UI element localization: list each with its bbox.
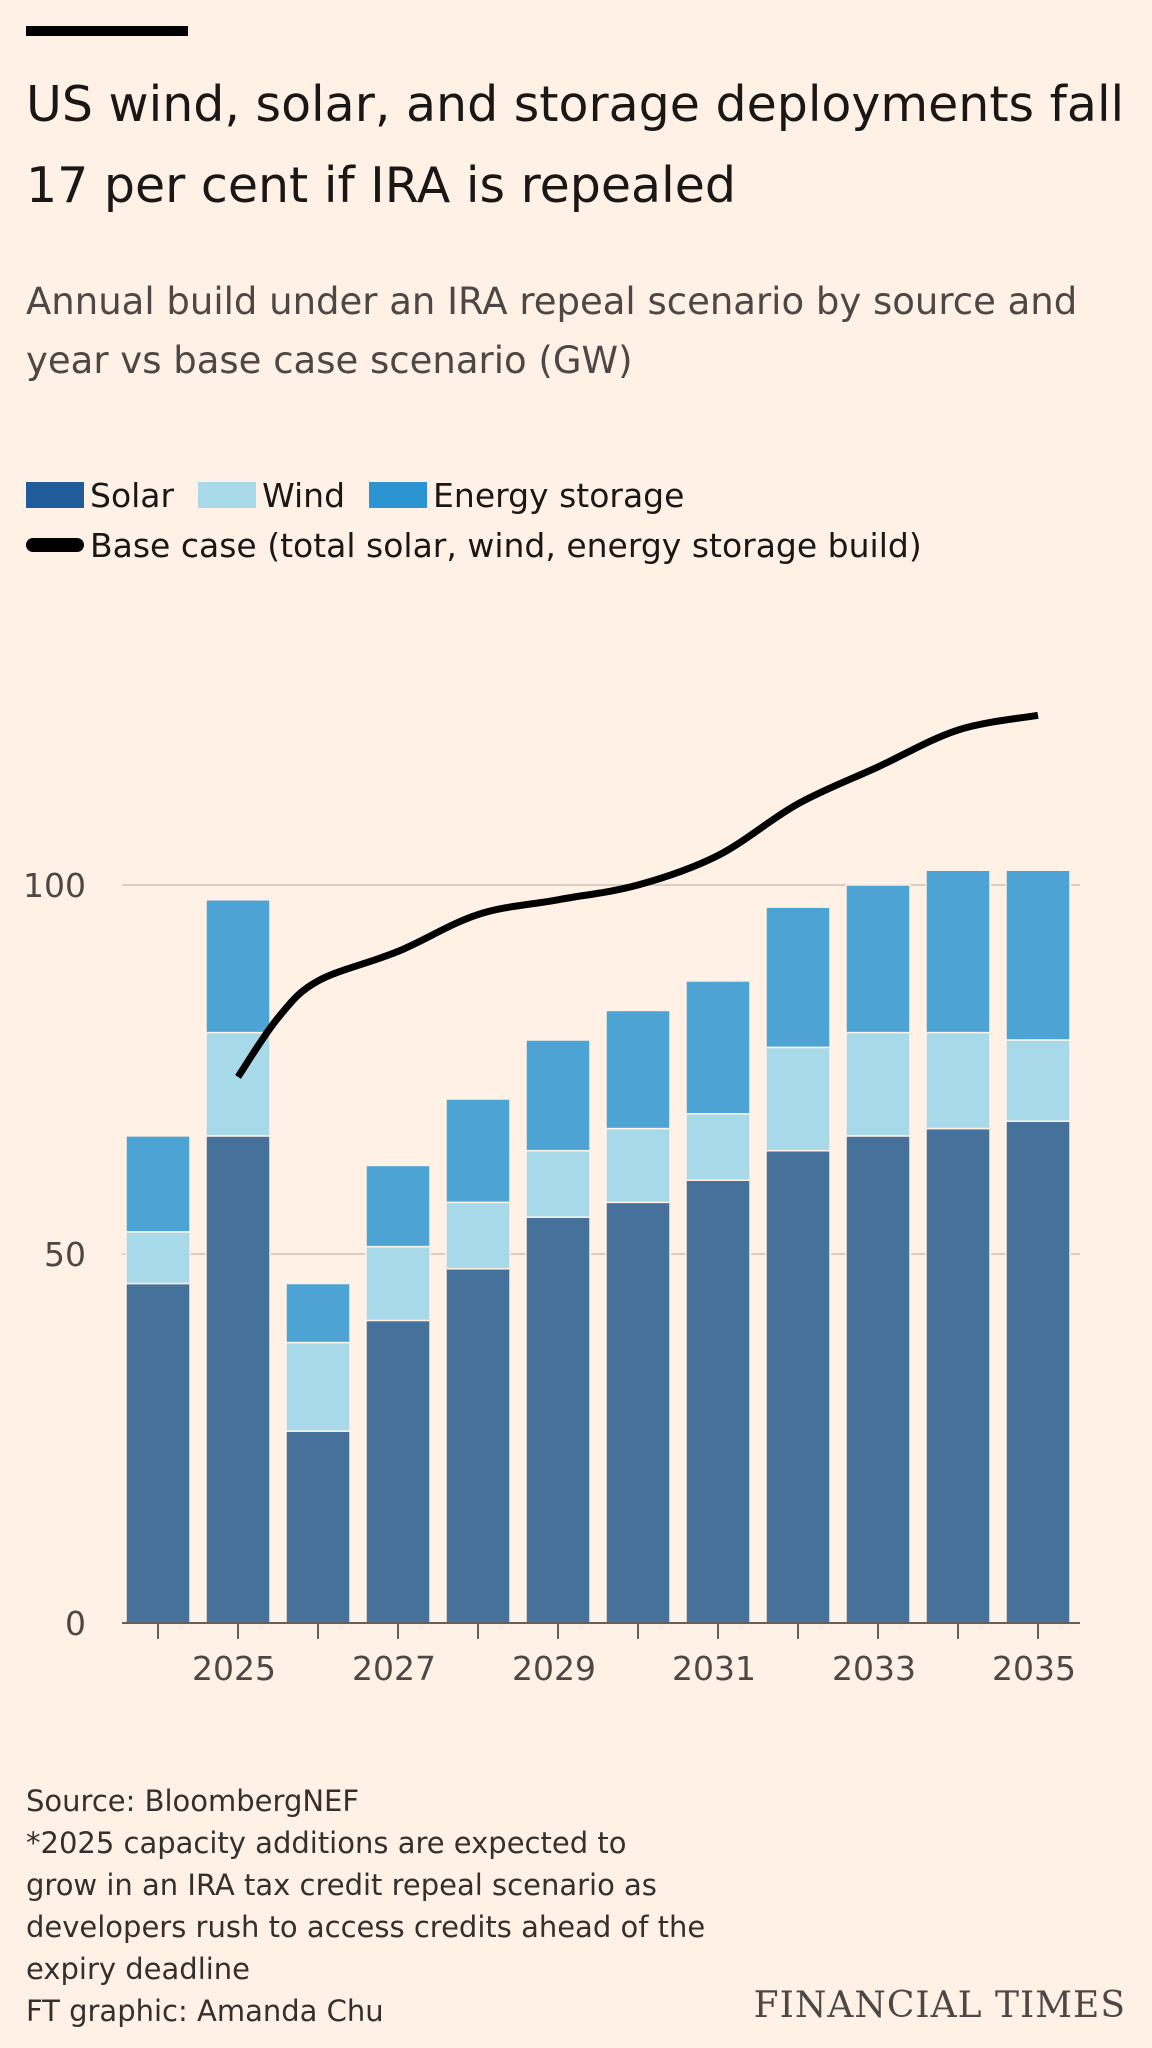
legend-item-wind: Wind <box>198 476 345 515</box>
ft-logo: FINANCIAL TIMES <box>753 1985 1126 2026</box>
bar-energy-storage-2024 <box>125 1135 191 1233</box>
legend-label-storage: Energy storage <box>433 475 685 515</box>
bar-wind-2027 <box>365 1245 431 1322</box>
bar-energy-storage-2033 <box>845 884 911 1034</box>
bar-solar-2024 <box>125 1282 191 1624</box>
y-tick-label-0: 0 <box>65 1604 86 1643</box>
legend-row-bars: Solar Wind Energy storage <box>26 470 1126 520</box>
x-tick-label-2031: 2031 <box>672 1649 756 1688</box>
legend-label-base-case: Base case (total solar, wind, energy sto… <box>90 525 922 565</box>
legend-label-wind: Wind <box>262 475 346 515</box>
footer: Source: BloombergNEF *2025 capacity addi… <box>26 1780 706 2032</box>
bar-wind-2034 <box>925 1031 991 1130</box>
bar-solar-2025 <box>205 1135 271 1624</box>
legend-item-storage: Energy storage <box>369 476 684 515</box>
line-layer <box>235 711 1039 1079</box>
chart-title: US wind, solar, and storage deployments … <box>26 76 1125 214</box>
bar-solar-2027 <box>365 1319 431 1624</box>
bar-energy-storage-2028 <box>445 1098 511 1204</box>
x-tick-label-2029: 2029 <box>512 1649 596 1688</box>
bar-energy-storage-2025 <box>205 899 271 1034</box>
bar-energy-storage-2029 <box>525 1039 591 1152</box>
legend-row-line: Base case (total solar, wind, energy sto… <box>26 520 1126 570</box>
bar-energy-storage-2035 <box>1005 869 1071 1041</box>
chart-subtitle: Annual build under an IRA repeal scenari… <box>26 280 1078 382</box>
bar-solar-2034 <box>925 1127 991 1624</box>
bar-solar-2035 <box>1005 1120 1071 1624</box>
bar-energy-storage-2032 <box>765 906 831 1049</box>
footnote: *2025 capacity additions are expected to… <box>26 1826 706 1986</box>
legend: Solar Wind Energy storage Base case (tot… <box>26 470 1126 570</box>
bar-energy-storage-2031 <box>685 980 751 1115</box>
bar-wind-2030 <box>605 1127 671 1204</box>
legend-label-solar: Solar <box>90 475 175 515</box>
bar-wind-2028 <box>445 1201 511 1270</box>
bar-energy-storage-2034 <box>925 869 991 1034</box>
axis-layer: 0 50 100 2025 2027 2029 2031 2033 2035 <box>23 866 1080 1688</box>
y-tick-label-50: 50 <box>44 1235 86 1274</box>
bar-energy-storage-2026 <box>285 1282 351 1344</box>
graphic-credit: FT graphic: Amanda Chu <box>26 1994 384 2028</box>
bar-wind-2032 <box>765 1046 831 1152</box>
x-tick-label-2027: 2027 <box>352 1649 436 1688</box>
stacked-bar-chart: 0 50 100 2025 2027 2029 2031 2033 2035 <box>23 711 1080 1688</box>
bar-wind-2031 <box>685 1113 751 1181</box>
top-rule <box>26 26 188 36</box>
grid-layer <box>122 884 1080 1255</box>
bar-energy-storage-2027 <box>365 1164 431 1248</box>
x-tick-label-2035: 2035 <box>992 1649 1076 1688</box>
legend-swatch-solar <box>26 482 84 508</box>
bar-solar-2030 <box>605 1201 671 1624</box>
bar-wind-2029 <box>525 1149 591 1218</box>
bar-solar-2028 <box>445 1268 511 1624</box>
bar-wind-2024 <box>125 1231 191 1285</box>
y-tick-label-100: 100 <box>23 866 86 905</box>
bar-solar-2026 <box>285 1430 351 1624</box>
bar-layer <box>125 869 1071 1624</box>
legend-swatch-storage <box>369 482 428 508</box>
bar-wind-2033 <box>845 1031 911 1137</box>
legend-item-solar: Solar <box>26 476 174 515</box>
legend-item-base-case: Base case (total solar, wind, energy sto… <box>26 526 922 565</box>
bar-solar-2033 <box>845 1135 911 1624</box>
x-tick-label-2033: 2033 <box>832 1649 916 1688</box>
bar-solar-2032 <box>765 1149 831 1624</box>
bar-solar-2029 <box>525 1216 591 1624</box>
bar-solar-2031 <box>685 1179 751 1624</box>
base-case-line <box>235 711 1039 1079</box>
x-tick-label-2025: 2025 <box>192 1649 276 1688</box>
bar-energy-storage-2030 <box>605 1009 671 1130</box>
legend-swatch-base-case <box>26 538 84 552</box>
source-note: Source: BloombergNEF <box>26 1784 360 1818</box>
bar-wind-2026 <box>285 1341 351 1432</box>
legend-swatch-wind <box>198 482 257 508</box>
bar-wind-2035 <box>1005 1039 1071 1122</box>
